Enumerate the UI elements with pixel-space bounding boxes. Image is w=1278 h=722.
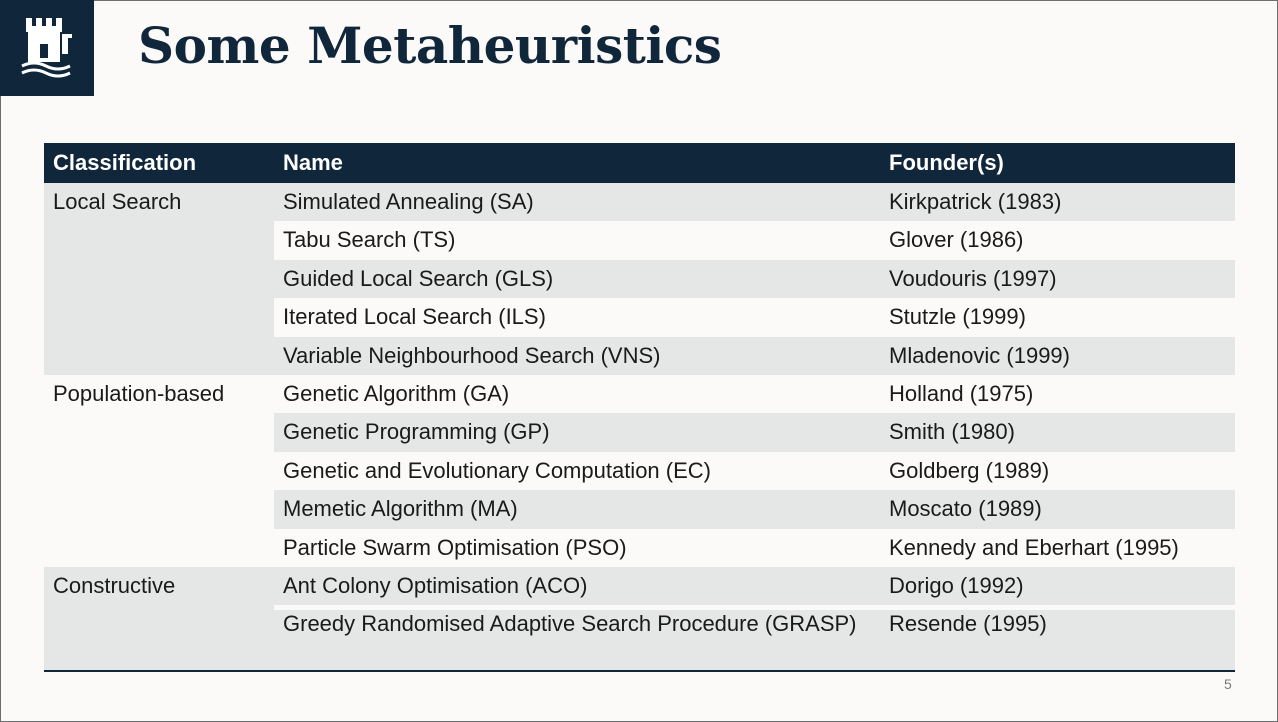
table-body: Local Search Population-based Constructi… [44,183,1235,672]
cell-name: Genetic Programming (GP) [274,413,880,452]
table-row: Simulated Annealing (SA) Kirkpatrick (19… [274,183,1235,222]
group-constructive: Constructive [44,567,274,671]
metaheuristics-table: Classification Name Founder(s) Local Sea… [44,143,1235,672]
table-row: Variable Neighbourhood Search (VNS) Mlad… [274,336,1235,375]
table-row: Ant Colony Optimisation (ACO) Dorigo (19… [274,566,1235,606]
cell-name: Ant Colony Optimisation (ACO) [274,566,880,606]
cell-founders: Dorigo (1992) [880,566,1235,606]
cell-founders: Kirkpatrick (1983) [880,183,1235,222]
header-classification: Classification [53,150,197,175]
cell-name: Genetic Algorithm (GA) [283,380,510,406]
table-row: Iterated Local Search (ILS) Stutzle (199… [274,298,1235,336]
group-local-search: Local Search [44,183,274,375]
cell-name: Simulated Annealing (SA) [274,183,880,222]
header-founders: Founder(s) [889,150,1004,175]
header-name: Name [283,150,343,175]
cell-founders: Goldberg (1989) [889,457,1050,483]
cell-founders: Glover (1986) [889,227,1024,253]
cell-founders: Smith (1980) [880,413,1235,452]
table-header: Classification Name Founder(s) [44,143,1235,183]
cell-founders: Voudouris (1997) [880,259,1235,299]
cell-founders: Holland (1975) [889,380,1034,406]
cell-name: Tabu Search (TS) [283,227,456,253]
table-row: Genetic Algorithm (GA) Holland (1975) [274,375,1235,413]
table-row: Genetic and Evolutionary Computation (EC… [274,452,1235,490]
table-row: Memetic Algorithm (MA) Moscato (1989) [274,490,1235,529]
cell-name: Memetic Algorithm (MA) [274,490,880,529]
cell-name: Variable Neighbourhood Search (VNS) [274,336,880,375]
cell-founders: Stutzle (1999) [889,304,1026,330]
castle-icon [21,18,72,78]
cell-founders: Resende (1995) [880,610,1235,672]
table-row: Genetic Programming (GP) Smith (1980) [274,413,1235,452]
cell-name: Guided Local Search (GLS) [274,259,880,299]
table-row: Guided Local Search (GLS) Voudouris (199… [274,259,1235,299]
cell-founders: Moscato (1989) [880,490,1235,529]
table-row: Tabu Search (TS) Glover (1986) [274,221,1235,259]
cell-name: Particle Swarm Optimisation (PSO) [283,534,627,560]
table-bottom-rule [44,670,1235,672]
table-row: Particle Swarm Optimisation (PSO) Kenned… [274,529,1235,567]
cell-name: Greedy Randomised Adaptive Search Proced… [274,610,880,672]
group-population-based: Population-based [53,381,225,406]
table-row: Greedy Randomised Adaptive Search Proced… [274,605,1235,672]
cell-name: Genetic and Evolutionary Computation (EC… [283,457,711,483]
cell-name: Iterated Local Search (ILS) [283,304,546,330]
university-logo [0,0,94,96]
cell-founders: Mladenovic (1999) [880,336,1235,375]
slide-title: Some Metaheuristics [138,16,722,75]
cell-founders: Kennedy and Eberhart (1995) [889,534,1179,560]
page-number: 5 [1224,676,1232,692]
